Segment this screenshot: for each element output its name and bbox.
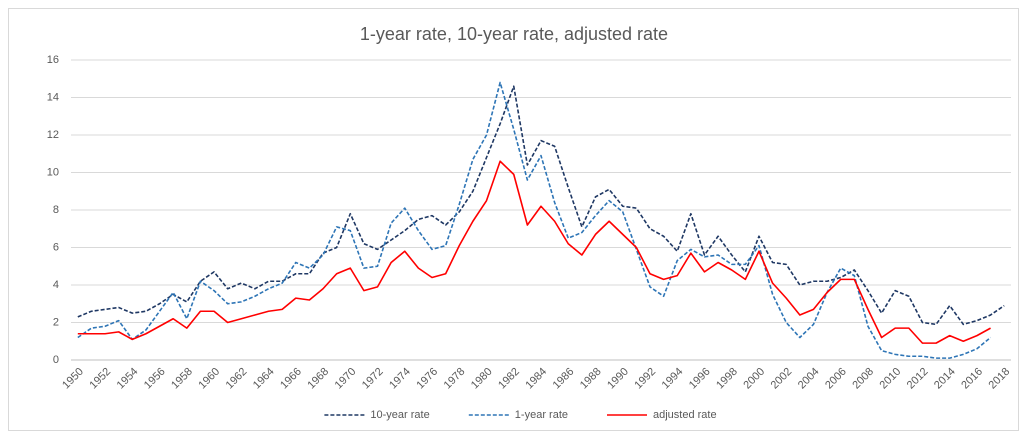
series-line	[77, 160, 991, 344]
chart-title: 1-year rate, 10-year rate, adjusted rate	[360, 24, 668, 44]
y-tick-label: 6	[53, 241, 59, 253]
y-tick-label: 4	[53, 279, 59, 291]
legend-label: 1-year rate	[515, 409, 568, 421]
y-tick-label: 12	[47, 129, 59, 141]
legend-label: 10-year rate	[370, 409, 429, 421]
y-tick-label: 14	[47, 91, 59, 103]
legend-label: adjusted rate	[653, 409, 717, 421]
y-tick-label: 16	[47, 54, 59, 66]
y-tick-label: 0	[53, 354, 59, 366]
y-tick-label: 10	[47, 166, 59, 178]
series-line	[77, 81, 992, 359]
y-tick-label: 8	[53, 204, 59, 216]
y-tick-label: 2	[53, 316, 59, 328]
